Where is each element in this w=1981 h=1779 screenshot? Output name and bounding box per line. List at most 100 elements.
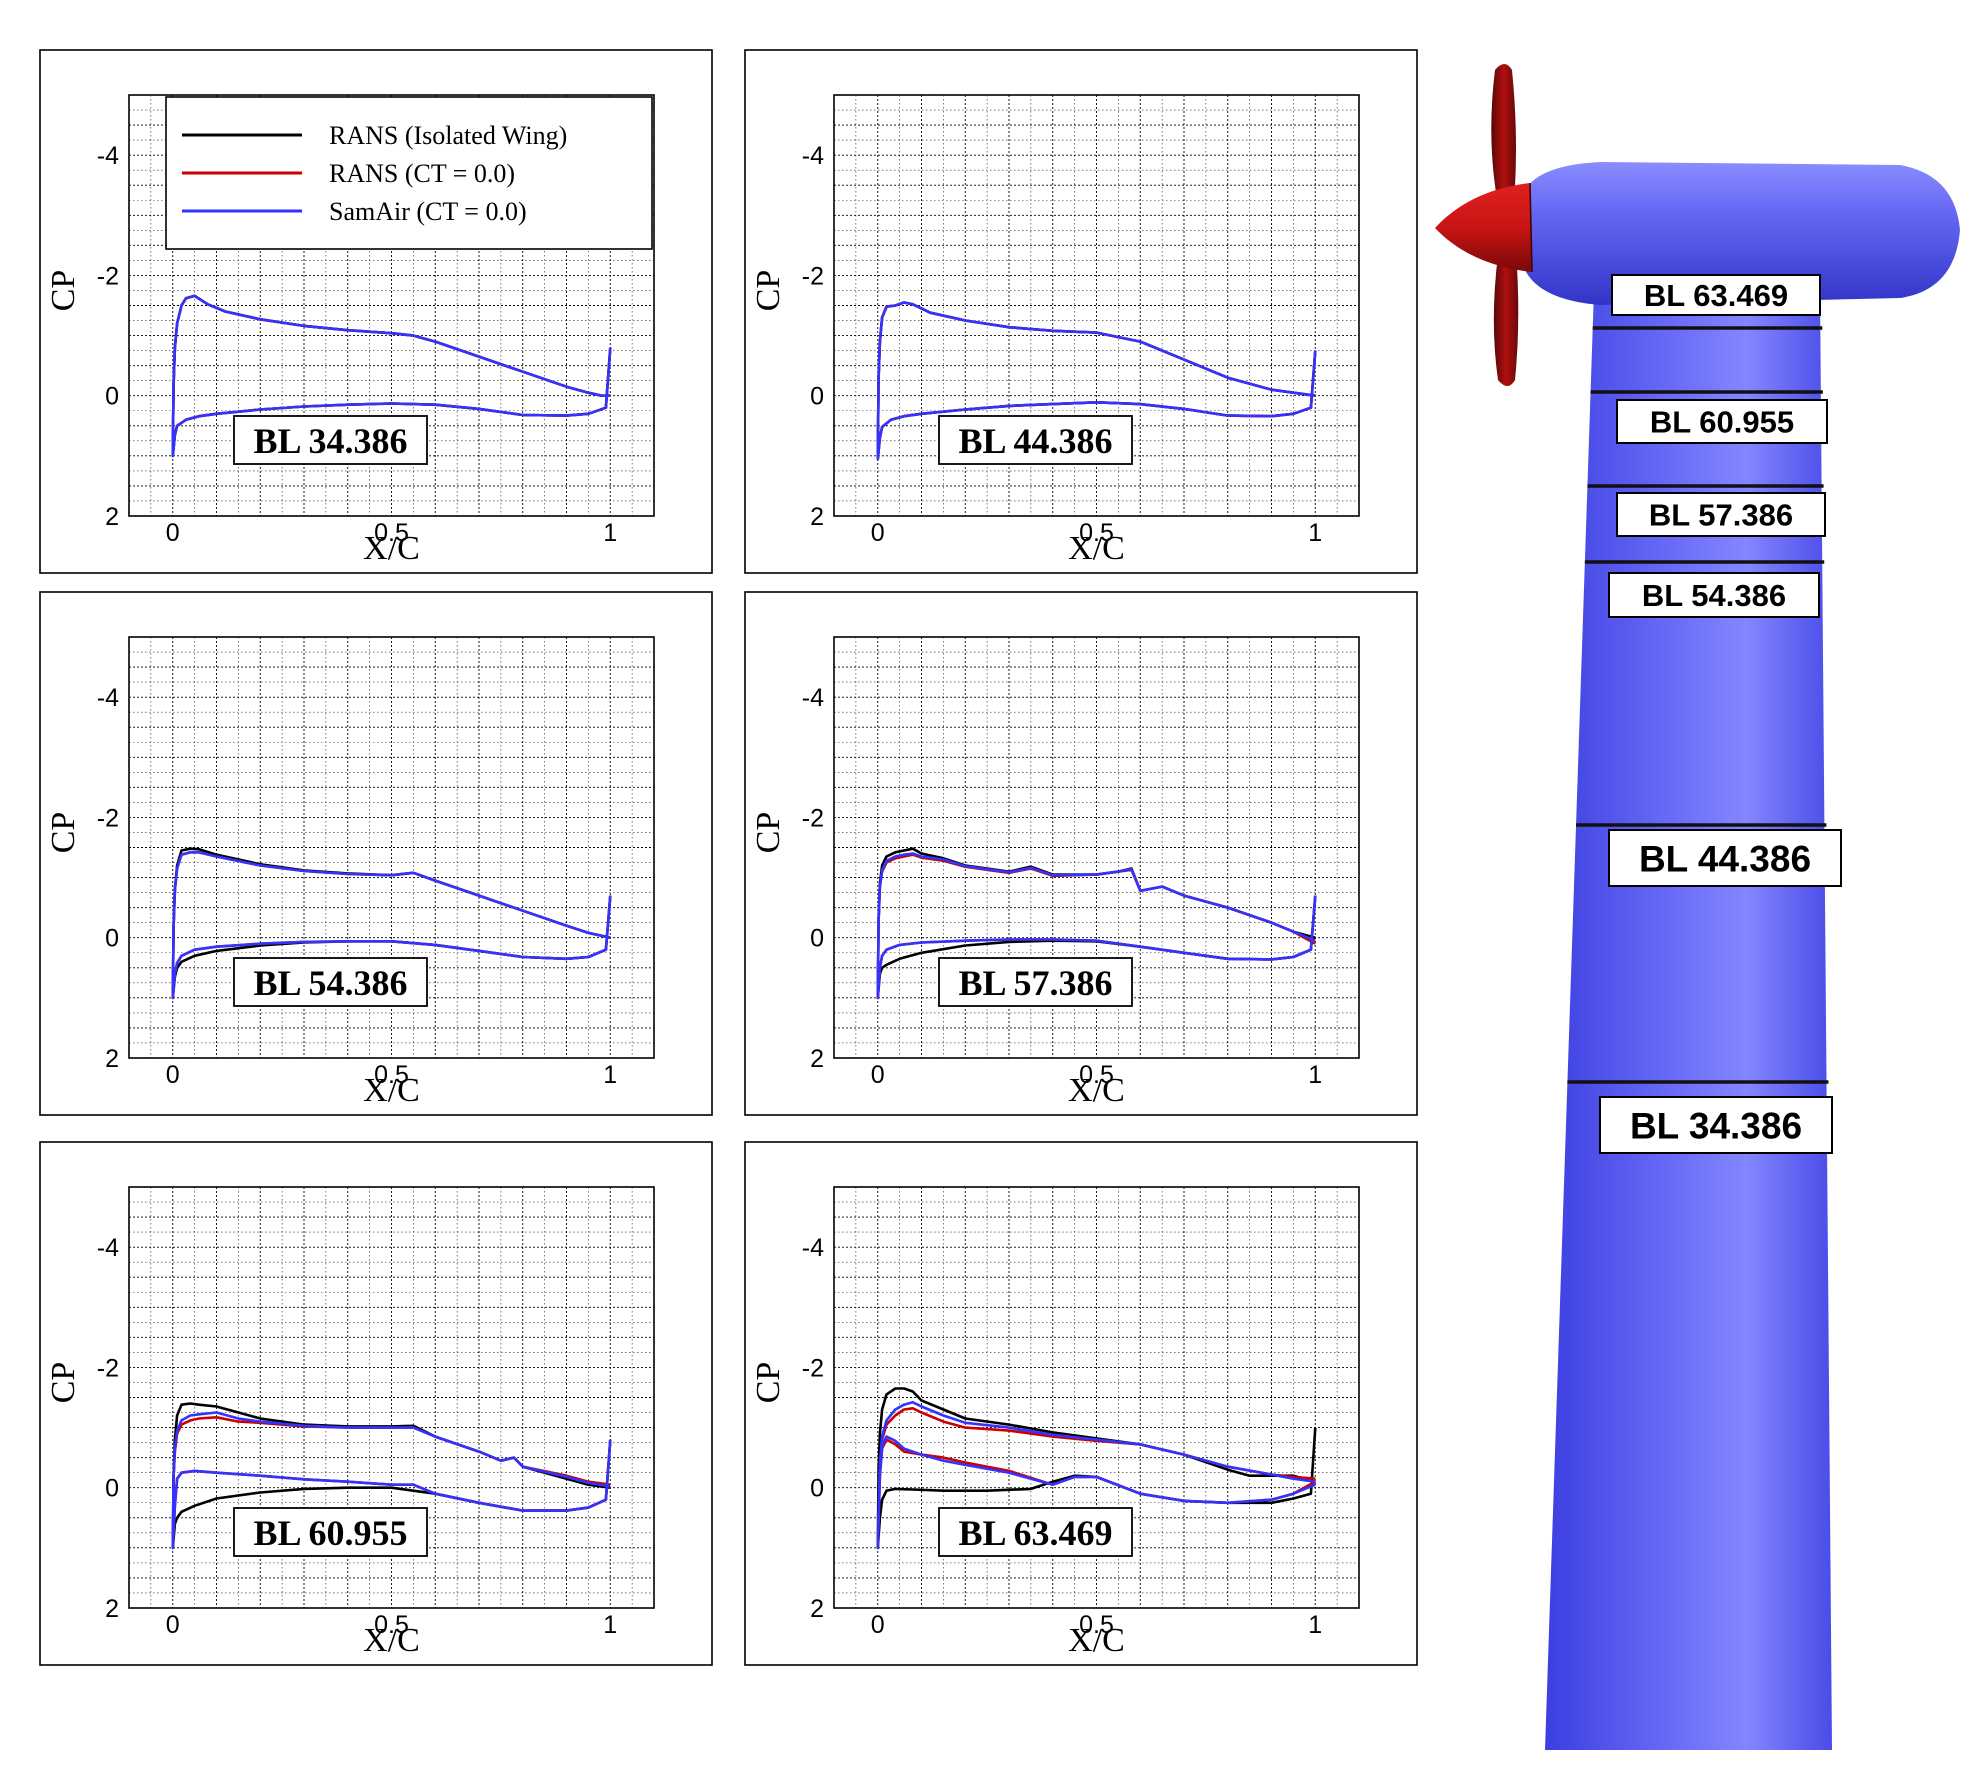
- y-tick-label: 2: [810, 1045, 824, 1073]
- x-tick-label: 1: [1308, 519, 1322, 547]
- cp-panel: -4 -2 0 2 0 0.5 1 X/C CP BL 34.386 RANS (Isolated …: [39, 49, 713, 574]
- y-tick-label: 2: [810, 503, 824, 531]
- cp-panel: -4 -2 0 2 0 0.5 1 X/C CP BL 60.955: [39, 1141, 713, 1666]
- y-tick-label: 0: [105, 925, 119, 953]
- panel-frame: [39, 591, 713, 1116]
- y-tick-label: 0: [810, 383, 824, 411]
- panel-label-box: [233, 1507, 428, 1557]
- panel-label: BL 57.386: [958, 963, 1112, 1003]
- y-tick-label: -4: [97, 142, 119, 170]
- cp-panel: -4 -2 0 2 0 0.5 1 X/C CP BL 63.469: [744, 1141, 1418, 1666]
- panel-frame: [744, 49, 1418, 574]
- series-group: [171, 1402, 612, 1550]
- x-tick-label: 0.5: [374, 1611, 409, 1639]
- y-tick-label: -2: [97, 262, 119, 290]
- wing-section-label-box: [1616, 492, 1826, 537]
- wing-section-label: BL 63.469: [1644, 278, 1788, 313]
- x-tick-label: 0.5: [1079, 519, 1114, 547]
- y-tick-label: 0: [105, 383, 119, 411]
- x-tick-label: 1: [603, 1611, 617, 1639]
- legend: RANS (Isolated Wing) RANS (CT = 0.0) SamAi…: [165, 96, 653, 250]
- series-line-samair-ct0: [171, 1411, 612, 1550]
- y-tick-label: 0: [810, 925, 824, 953]
- panel-frame: [744, 1141, 1418, 1666]
- x-axis-label: X/C: [1068, 1622, 1125, 1659]
- y-tick-label: -4: [802, 142, 824, 170]
- y-tick-label: 0: [105, 1475, 119, 1503]
- y-axis-label: CP: [45, 812, 82, 854]
- x-tick-label: 0.5: [1079, 1611, 1114, 1639]
- x-tick-label: 0: [871, 1061, 885, 1089]
- series-line-samair-ct0: [876, 301, 1317, 461]
- series-line-samair-ct0: [876, 1401, 1316, 1550]
- wing-section-labels: BL 63.469 BL 60.955 BL 57.386 BL 54.386 BL 4…: [1567, 274, 1842, 1154]
- panel-label-box: [938, 1507, 1133, 1557]
- panel-label: BL 54.386: [253, 963, 407, 1003]
- wing-planform: [1545, 290, 1832, 1750]
- x-axis-label: X/C: [1068, 530, 1125, 567]
- panel-label-box: [233, 957, 428, 1007]
- wing-section-label: BL 57.386: [1649, 498, 1793, 533]
- y-tick-label: -4: [97, 684, 119, 712]
- y-axis-label: CP: [45, 270, 82, 312]
- y-tick-label: -2: [802, 262, 824, 290]
- y-axis-label: CP: [750, 812, 787, 854]
- x-tick-label: 0.5: [374, 519, 409, 547]
- x-tick-label: 0: [166, 1061, 180, 1089]
- x-tick-label: 0.5: [1079, 1061, 1114, 1089]
- cp-panel: -4 -2 0 2 0 0.5 1 X/C CP BL 44.386: [744, 49, 1418, 574]
- panel-label: BL 60.955: [253, 1513, 407, 1553]
- panel-label-box: [938, 957, 1133, 1007]
- plot-area: [833, 636, 1360, 1059]
- wing-section-label-box: [1616, 399, 1828, 444]
- plot-area: [128, 94, 655, 517]
- spinner-nacelle-joint: [1529, 182, 1533, 273]
- wing-rendering: BL 63.469 BL 60.955 BL 57.386 BL 54.386 BL 4…: [1435, 64, 1960, 1750]
- panel-label: BL 34.386: [253, 421, 407, 461]
- panel-label-box: [938, 415, 1133, 465]
- x-tick-label: 1: [603, 519, 617, 547]
- propeller-spinner: [1435, 183, 1532, 272]
- panel-frame: [744, 591, 1418, 1116]
- series-group: [171, 847, 612, 1000]
- wing-section-label-box: [1611, 274, 1821, 316]
- panel-label: BL 44.386: [958, 421, 1112, 461]
- plot-area: [128, 636, 655, 1059]
- series-line-samair-ct0: [171, 851, 612, 1000]
- legend-entry: SamAir (CT = 0.0): [329, 197, 527, 226]
- x-axis-label: X/C: [363, 1072, 420, 1109]
- wing-section-label-box: [1599, 1096, 1833, 1154]
- y-axis-label: CP: [45, 1362, 82, 1404]
- nacelle: [1525, 162, 1960, 305]
- x-tick-label: 0: [166, 1611, 180, 1639]
- x-tick-label: 1: [1308, 1061, 1322, 1089]
- legend-entry: RANS (CT = 0.0): [329, 159, 515, 188]
- panel-frame: [39, 1141, 713, 1666]
- series-group: [171, 294, 612, 458]
- cp-panels: -4 -2 0 2 0 0.5 1 X/C CP BL 34.386 RANS (Isolated …: [39, 49, 1418, 1666]
- series-group: [876, 301, 1317, 461]
- x-tick-label: 0.5: [374, 1061, 409, 1089]
- legend-entry: RANS (Isolated Wing): [329, 121, 567, 150]
- plot-area: [128, 1186, 655, 1609]
- cp-panel: -4 -2 0 2 0 0.5 1 X/C CP BL 57.386: [744, 591, 1418, 1116]
- y-axis-label: CP: [750, 1362, 787, 1404]
- wing-section-label-box: [1608, 829, 1842, 887]
- x-tick-label: 1: [1308, 1611, 1322, 1639]
- wing-section-label: BL 54.386: [1642, 578, 1786, 613]
- wing-section-label: BL 44.386: [1639, 838, 1811, 879]
- y-tick-label: -4: [802, 1234, 824, 1262]
- y-tick-label: 0: [810, 1475, 824, 1503]
- y-tick-label: 2: [105, 503, 119, 531]
- x-tick-label: 0: [871, 1611, 885, 1639]
- series-group: [876, 847, 1317, 1000]
- x-tick-label: 1: [603, 1061, 617, 1089]
- x-tick-label: 0: [166, 519, 180, 547]
- propeller-blade-upper: [1491, 64, 1516, 225]
- y-tick-label: -2: [802, 1354, 824, 1382]
- panel-label-box: [233, 415, 428, 465]
- x-axis-label: X/C: [363, 1622, 420, 1659]
- wing-section-label-box: [1608, 572, 1820, 618]
- x-axis-label: X/C: [1068, 1072, 1125, 1109]
